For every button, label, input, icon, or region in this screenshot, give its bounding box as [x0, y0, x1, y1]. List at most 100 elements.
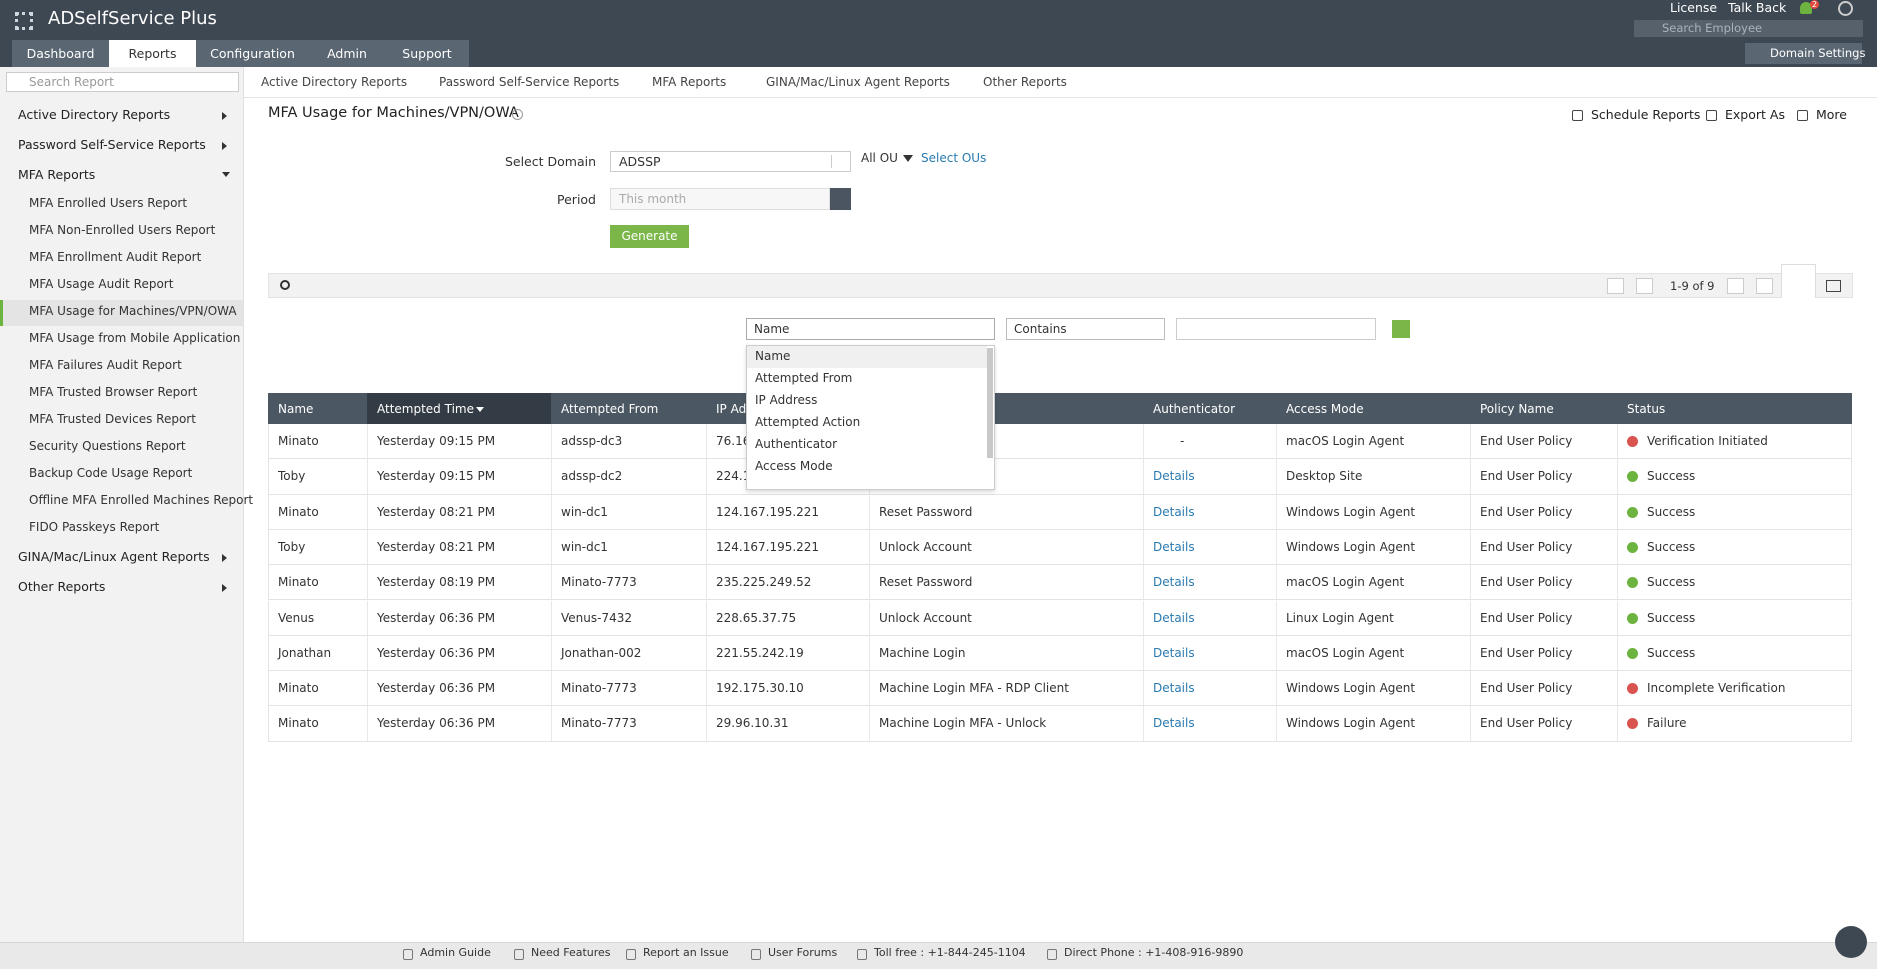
sidebar-item[interactable]: Security Questions Report — [29, 439, 186, 453]
footer-link[interactable]: Toll free : +1-844-245-1104 — [874, 946, 1026, 959]
cell-divider — [1143, 635, 1144, 672]
footer-link[interactable]: Direct Phone : +1-408-916-9890 — [1064, 946, 1244, 959]
column-header[interactable]: Attempted Time — [377, 402, 474, 416]
sidebar-group[interactable]: Active Directory Reports — [18, 107, 171, 122]
scrollbar — [987, 348, 993, 458]
sidebar-item[interactable]: Offline MFA Enrolled Machines Report — [29, 493, 254, 507]
sidebar-group[interactable]: MFA Reports — [18, 167, 96, 182]
notification-bell[interactable] — [1800, 2, 1812, 14]
generate-button[interactable]: Generate — [610, 225, 689, 248]
column-header[interactable]: Attempted From — [561, 402, 659, 416]
sidebar-item[interactable]: Backup Code Usage Report — [29, 466, 193, 480]
calendar-button[interactable] — [830, 188, 851, 210]
table-cell: End User Policy — [1480, 504, 1573, 519]
filter-operator-select[interactable]: Contains — [1006, 318, 1165, 340]
details-link[interactable]: Details — [1153, 504, 1195, 519]
pager-button[interactable] — [1756, 278, 1773, 294]
sidebar-search[interactable]: Search Report — [6, 72, 239, 92]
column-header[interactable]: Policy Name — [1480, 402, 1554, 416]
table-search-icon[interactable] — [280, 280, 290, 290]
sidebar-item[interactable]: MFA Failures Audit Report — [29, 358, 182, 372]
pager-button[interactable] — [1607, 278, 1624, 294]
dropdown-option[interactable]: IP Address — [755, 393, 818, 407]
sidebar-item[interactable]: MFA Usage for Machines/VPN/OWA — [29, 304, 237, 318]
app-name: ADSelfService Plus — [48, 8, 217, 29]
column-chooser[interactable] — [1826, 280, 1841, 292]
details-link[interactable]: Details — [1153, 469, 1195, 484]
footer-link[interactable]: Admin Guide — [420, 946, 491, 959]
period-input[interactable]: This month — [610, 188, 830, 210]
cell-divider — [706, 635, 707, 672]
nav-tab[interactable]: Support — [385, 40, 469, 67]
cell-divider — [367, 706, 368, 742]
table-cell: Reset Password — [879, 504, 973, 519]
top-link[interactable]: License — [1670, 0, 1718, 15]
details-link[interactable]: Details — [1153, 681, 1195, 696]
subnav-item[interactable]: GINA/Mac/Linux Agent Reports — [766, 75, 950, 89]
footer-link[interactable]: Need Features — [531, 946, 611, 959]
sidebar-item[interactable]: MFA Enrollment Audit Report — [29, 250, 202, 264]
footer-link[interactable]: User Forums — [768, 946, 838, 959]
column-header[interactable]: Access Mode — [1286, 402, 1364, 416]
search-placeholder: Search Report — [29, 75, 114, 89]
sidebar-item[interactable]: MFA Trusted Browser Report — [29, 385, 198, 399]
subnav-item[interactable]: Active Directory Reports — [261, 75, 408, 89]
pager-button[interactable] — [1727, 278, 1744, 294]
table-cell: Success — [1647, 539, 1696, 554]
details-link[interactable]: Details — [1153, 716, 1195, 731]
domain-settings-button[interactable]: Domain Settings — [1745, 43, 1865, 64]
subnav-bar — [244, 67, 1877, 98]
details-link[interactable]: Details — [1153, 539, 1195, 554]
details-link[interactable]: Details — [1153, 610, 1195, 625]
sidebar-item[interactable]: MFA Usage from Mobile Application — [29, 331, 241, 345]
nav-tab[interactable]: Admin — [309, 40, 385, 67]
table-row — [268, 671, 1852, 707]
dropdown-option[interactable]: Authenticator — [755, 437, 838, 451]
dropdown-option[interactable]: Access Mode — [755, 459, 833, 473]
status-icon — [1627, 541, 1638, 553]
table-cell: 76.16 — [716, 434, 751, 448]
column-header[interactable]: Status — [1627, 402, 1666, 416]
cell-divider — [706, 706, 707, 742]
sidebar-item[interactable]: MFA Trusted Devices Report — [29, 412, 196, 426]
page-action[interactable]: More — [1816, 107, 1847, 122]
chat-button[interactable] — [1835, 926, 1867, 958]
sidebar-item[interactable]: MFA Usage Audit Report — [29, 277, 174, 291]
footer-link[interactable]: Report an Issue — [643, 946, 729, 959]
sidebar-item[interactable]: FIDO Passkeys Report — [29, 520, 160, 534]
dropdown-option[interactable]: Attempted Action — [755, 415, 861, 429]
top-link[interactable]: Talk Back — [1728, 0, 1787, 15]
table-cell: Yesterday 08:21 PM — [377, 504, 496, 519]
employee-search[interactable]: Search Employee — [1634, 20, 1863, 37]
sidebar-group[interactable]: Password Self-Service Reports — [18, 137, 206, 152]
select-ous-link[interactable]: Select OUs — [921, 151, 987, 165]
dropdown-option[interactable]: Attempted From — [755, 371, 853, 385]
subnav-item[interactable]: MFA Reports — [652, 75, 727, 89]
page-action[interactable]: Export As — [1725, 107, 1785, 122]
column-header[interactable]: Name — [278, 402, 314, 416]
nav-tab[interactable]: Reports — [109, 40, 196, 67]
add-filter-button[interactable] — [1392, 320, 1410, 338]
subnav-item[interactable]: Password Self-Service Reports — [439, 75, 620, 89]
domain-select[interactable]: ADSSP — [610, 151, 851, 172]
filter-field-select[interactable]: Name — [746, 318, 995, 340]
pager-button[interactable] — [1636, 278, 1653, 294]
column-header[interactable]: Authenticator — [1153, 402, 1236, 416]
filter-toggle[interactable] — [1781, 264, 1816, 298]
sidebar-group[interactable]: Other Reports — [18, 579, 106, 594]
details-link[interactable]: Details — [1153, 645, 1195, 660]
nav-tab[interactable]: Configuration — [196, 40, 309, 67]
status-icon — [1627, 718, 1638, 730]
filter-value-input[interactable] — [1176, 318, 1376, 340]
table-cell: Yesterday 09:15 PM — [377, 434, 496, 448]
details-link[interactable]: Details — [1153, 575, 1195, 590]
dropdown-option[interactable]: Name — [747, 346, 987, 368]
sidebar-item[interactable]: MFA Enrolled Users Report — [29, 196, 188, 210]
subnav-item[interactable]: Other Reports — [983, 75, 1067, 89]
table-cell: Unlock Account — [879, 539, 972, 554]
nav-tab[interactable]: Dashboard — [12, 40, 109, 67]
sidebar-item[interactable]: MFA Non-Enrolled Users Report — [29, 223, 216, 237]
user-avatar[interactable] — [1838, 1, 1853, 16]
page-action[interactable]: Schedule Reports — [1591, 107, 1701, 122]
sidebar-group[interactable]: GINA/Mac/Linux Agent Reports — [18, 549, 210, 564]
